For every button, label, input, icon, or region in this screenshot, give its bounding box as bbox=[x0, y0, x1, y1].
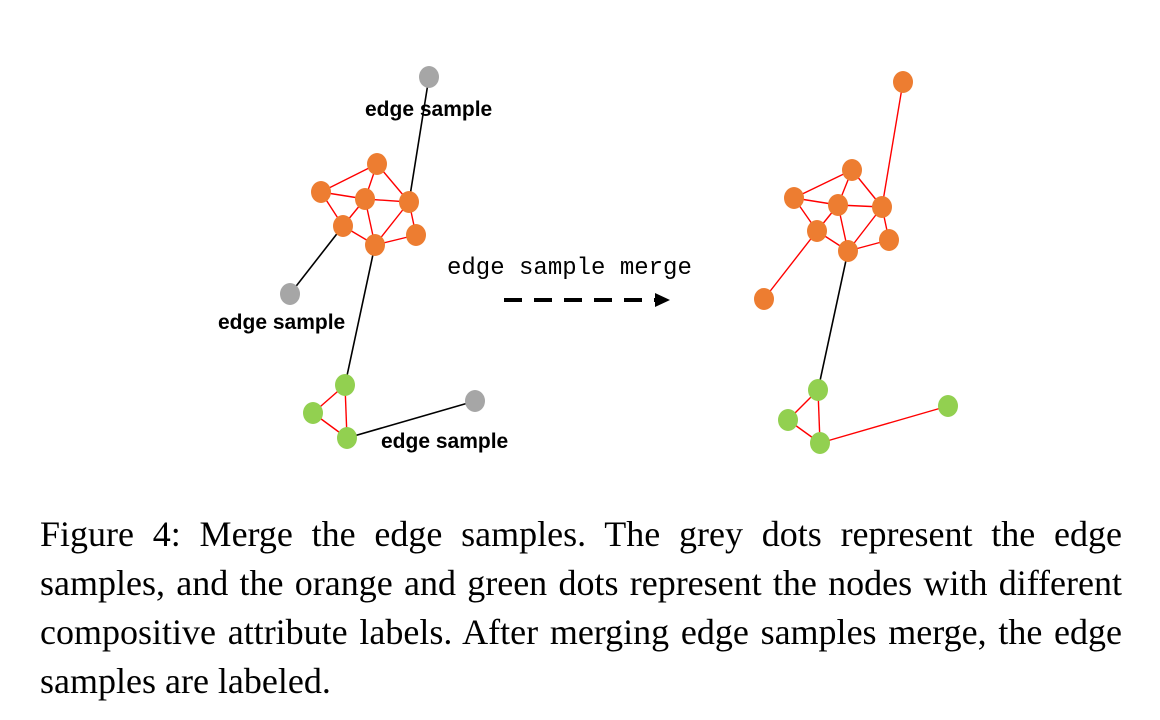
grey-sample-nodes bbox=[280, 66, 485, 412]
orange-nodes bbox=[754, 71, 913, 310]
edge-to-sample-top bbox=[408, 76, 430, 203]
orange-cluster-edges bbox=[763, 81, 904, 300]
orange-node bbox=[784, 187, 804, 209]
green-nodes bbox=[303, 374, 357, 449]
merge-arrow-label: edge sample merge bbox=[447, 255, 692, 282]
arrow-head-icon bbox=[655, 293, 670, 307]
edge-to-sample-bottom bbox=[346, 400, 476, 439]
orange-node bbox=[807, 220, 827, 242]
edge-sample-label-left: edge sample bbox=[218, 311, 345, 334]
edge-to-sample-left bbox=[289, 225, 344, 295]
before-graph: edge sample edge sample edge sample bbox=[218, 66, 508, 453]
orange-nodes bbox=[311, 153, 426, 256]
green-node bbox=[938, 395, 958, 417]
green-nodes bbox=[778, 379, 958, 454]
orange-node bbox=[754, 288, 774, 310]
edge-cluster-link bbox=[817, 250, 849, 391]
orange-node bbox=[355, 188, 375, 210]
after-graph bbox=[754, 71, 958, 454]
orange-node bbox=[838, 240, 858, 262]
orange-node bbox=[311, 181, 331, 203]
green-node bbox=[778, 409, 798, 431]
orange-node bbox=[367, 153, 387, 175]
green-node bbox=[810, 432, 830, 454]
merge-arrow: edge sample merge bbox=[447, 255, 692, 307]
orange-node bbox=[842, 159, 862, 181]
orange-node bbox=[893, 71, 913, 93]
green-node bbox=[808, 379, 828, 401]
orange-node bbox=[828, 194, 848, 216]
orange-node bbox=[872, 196, 892, 218]
orange-node bbox=[365, 234, 385, 256]
edge-sample-label-top: edge sample bbox=[365, 98, 492, 121]
edge-cluster-link bbox=[344, 244, 376, 386]
orange-node bbox=[406, 224, 426, 246]
orange-node bbox=[399, 191, 419, 213]
figure-graph: edge sample edge sample edge sample edge… bbox=[218, 66, 958, 454]
grey-sample-node bbox=[465, 390, 485, 412]
orange-node bbox=[333, 215, 353, 237]
orange-node bbox=[879, 229, 899, 251]
green-node bbox=[337, 427, 357, 449]
grey-sample-node bbox=[419, 66, 439, 88]
green-node bbox=[335, 374, 355, 396]
edge-sample-label-bottom: edge sample bbox=[381, 430, 508, 453]
figure-caption: Figure 4: Merge the edge samples. The gr… bbox=[40, 514, 1122, 701]
green-node bbox=[303, 402, 323, 424]
grey-sample-node bbox=[280, 283, 300, 305]
